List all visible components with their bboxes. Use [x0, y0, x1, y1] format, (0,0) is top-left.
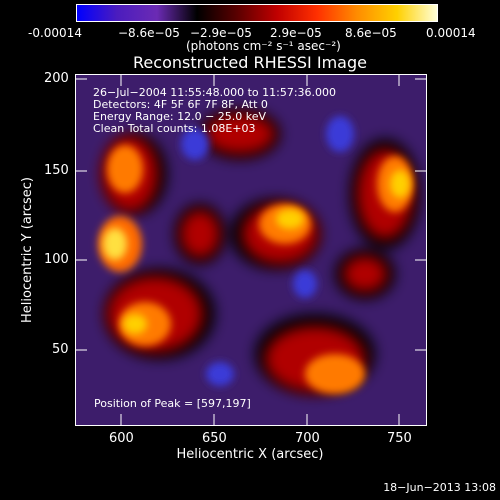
colorbar: [76, 4, 438, 22]
x-axis-label: Heliocentric X (arcsec): [176, 447, 324, 462]
colorbar-tick-4: 2.9e−05: [270, 26, 322, 40]
blue-emission-layer: [181, 116, 354, 386]
render-timestamp: 18−Jun−2013 13:08: [383, 481, 496, 494]
yellow-emission-layer: [103, 170, 410, 334]
colorbar-units: (photons cm⁻² s⁻¹ asec⁻²): [186, 39, 341, 53]
info-line-3: Energy Range: 12.0 − 25.0 keV: [93, 110, 267, 123]
x-tick-650: 650: [202, 431, 227, 446]
plot-frame: [75, 74, 427, 426]
x-tick-600: 600: [109, 431, 134, 446]
colorbar-tick-2: −8.6e−05: [118, 26, 180, 40]
x-tick-700: 700: [295, 431, 320, 446]
info-line-4: Clean Total counts: 1.08E+03: [93, 122, 256, 135]
x-axis-ticks: [120, 74, 400, 426]
y-tick-50: 50: [52, 342, 69, 357]
colorbar-tick-3: −2.9e−05: [190, 26, 252, 40]
colorbar-tick-6: 0.00014: [426, 26, 476, 40]
x-tick-750: 750: [387, 431, 412, 446]
y-axis-label: Heliocentric Y (arcsec): [20, 177, 35, 323]
y-tick-200: 200: [44, 71, 69, 86]
colorbar-tick-1: -0.00014: [28, 26, 82, 40]
peak-position: Position of Peak = [597,197]: [94, 397, 251, 410]
y-tick-150: 150: [44, 163, 69, 178]
plot-title: Reconstructed RHESSI Image: [133, 53, 367, 72]
info-line-1: 26−Jul−2004 11:55:48.000 to 11:57:36.000: [93, 86, 337, 99]
rhessi-image: [75, 74, 427, 426]
y-axis-ticks: [75, 78, 427, 351]
colorbar-tick-5: 8.6e−05: [345, 26, 397, 40]
y-tick-100: 100: [44, 252, 69, 267]
info-line-2: Detectors: 4F 5F 6F 7F 8F, Att 0: [93, 98, 268, 111]
